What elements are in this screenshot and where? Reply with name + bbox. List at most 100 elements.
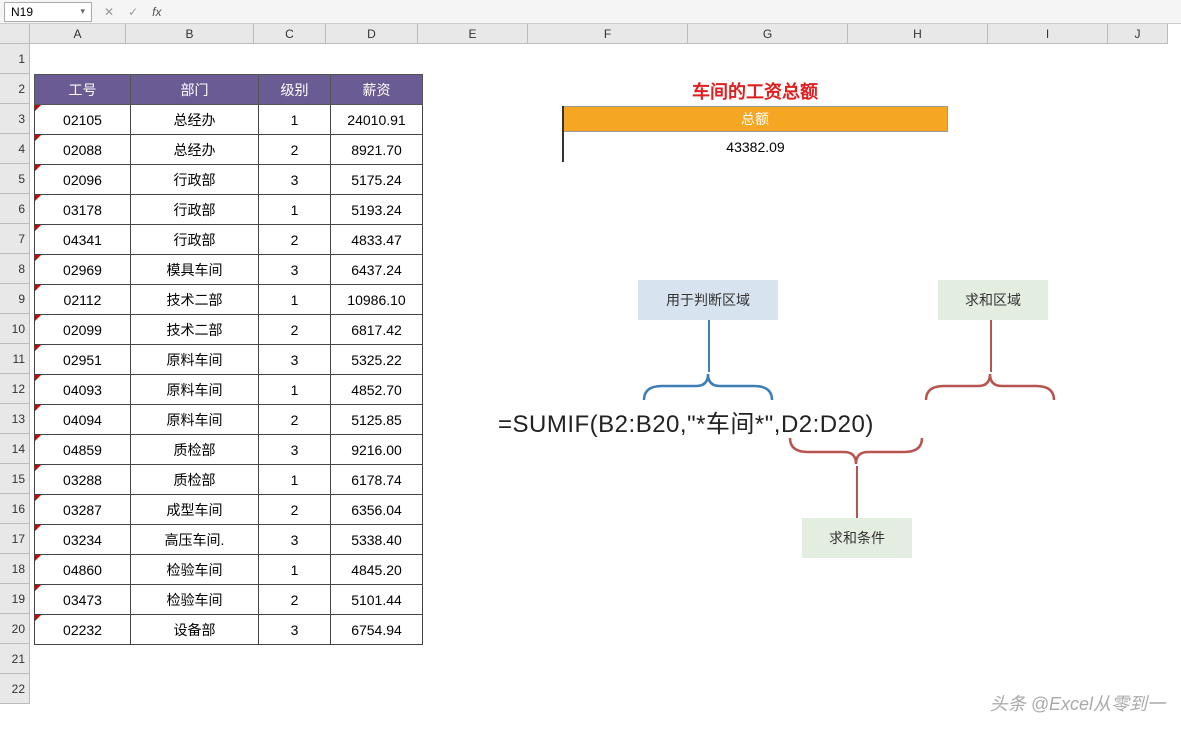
- column-header-H[interactable]: H: [848, 24, 988, 44]
- row-header-8[interactable]: 8: [0, 254, 30, 284]
- table-cell[interactable]: 2: [259, 315, 331, 345]
- row-header-4[interactable]: 4: [0, 134, 30, 164]
- table-cell[interactable]: 总经办: [131, 105, 259, 135]
- table-cell[interactable]: 6356.04: [331, 495, 423, 525]
- table-cell[interactable]: 技术二部: [131, 285, 259, 315]
- table-cell[interactable]: 3: [259, 525, 331, 555]
- table-cell[interactable]: 02088: [35, 135, 131, 165]
- name-box[interactable]: N19 ▾: [4, 2, 92, 22]
- table-cell[interactable]: 2: [259, 225, 331, 255]
- row-header-19[interactable]: 19: [0, 584, 30, 614]
- table-cell[interactable]: 02951: [35, 345, 131, 375]
- table-cell[interactable]: 02969: [35, 255, 131, 285]
- table-cell[interactable]: 原料车间: [131, 405, 259, 435]
- table-cell[interactable]: 高压车间.: [131, 525, 259, 555]
- table-cell[interactable]: 04093: [35, 375, 131, 405]
- table-cell[interactable]: 质检部: [131, 435, 259, 465]
- table-cell[interactable]: 检验车间: [131, 585, 259, 615]
- row-header-18[interactable]: 18: [0, 554, 30, 584]
- row-header-21[interactable]: 21: [0, 644, 30, 674]
- table-cell[interactable]: 03234: [35, 525, 131, 555]
- table-cell[interactable]: 1: [259, 465, 331, 495]
- table-cell[interactable]: 03473: [35, 585, 131, 615]
- row-header-16[interactable]: 16: [0, 494, 30, 524]
- table-cell[interactable]: 技术二部: [131, 315, 259, 345]
- row-header-3[interactable]: 3: [0, 104, 30, 134]
- table-cell[interactable]: 行政部: [131, 165, 259, 195]
- table-cell[interactable]: 行政部: [131, 225, 259, 255]
- confirm-icon[interactable]: ✓: [124, 5, 142, 19]
- table-cell[interactable]: 10986.10: [331, 285, 423, 315]
- table-cell[interactable]: 3: [259, 615, 331, 645]
- table-cell[interactable]: 03287: [35, 495, 131, 525]
- select-all-corner[interactable]: [0, 24, 30, 44]
- table-cell[interactable]: 3: [259, 345, 331, 375]
- column-header-I[interactable]: I: [988, 24, 1108, 44]
- table-cell[interactable]: 2: [259, 135, 331, 165]
- column-header-A[interactable]: A: [30, 24, 126, 44]
- column-header-F[interactable]: F: [528, 24, 688, 44]
- table-cell[interactable]: 6437.24: [331, 255, 423, 285]
- table-cell[interactable]: 03288: [35, 465, 131, 495]
- table-cell[interactable]: 03178: [35, 195, 131, 225]
- row-header-12[interactable]: 12: [0, 374, 30, 404]
- table-cell[interactable]: 3: [259, 165, 331, 195]
- row-header-13[interactable]: 13: [0, 404, 30, 434]
- table-cell[interactable]: 5193.24: [331, 195, 423, 225]
- cancel-icon[interactable]: ✕: [100, 5, 118, 19]
- row-header-17[interactable]: 17: [0, 524, 30, 554]
- table-cell[interactable]: 4852.70: [331, 375, 423, 405]
- table-cell[interactable]: 质检部: [131, 465, 259, 495]
- table-cell[interactable]: 8921.70: [331, 135, 423, 165]
- table-cell[interactable]: 2: [259, 405, 331, 435]
- table-cell[interactable]: 04341: [35, 225, 131, 255]
- row-header-2[interactable]: 2: [0, 74, 30, 104]
- table-cell[interactable]: 1: [259, 285, 331, 315]
- table-cell[interactable]: 02112: [35, 285, 131, 315]
- table-cell[interactable]: 检验车间: [131, 555, 259, 585]
- row-header-10[interactable]: 10: [0, 314, 30, 344]
- row-header-20[interactable]: 20: [0, 614, 30, 644]
- table-cell[interactable]: 5338.40: [331, 525, 423, 555]
- table-cell[interactable]: 2: [259, 495, 331, 525]
- table-cell[interactable]: 5175.24: [331, 165, 423, 195]
- row-header-6[interactable]: 6: [0, 194, 30, 224]
- table-cell[interactable]: 24010.91: [331, 105, 423, 135]
- table-cell[interactable]: 6178.74: [331, 465, 423, 495]
- table-cell[interactable]: 总经办: [131, 135, 259, 165]
- table-cell[interactable]: 5101.44: [331, 585, 423, 615]
- table-cell[interactable]: 02096: [35, 165, 131, 195]
- table-cell[interactable]: 3: [259, 255, 331, 285]
- row-header-5[interactable]: 5: [0, 164, 30, 194]
- name-box-dropdown-icon[interactable]: ▾: [80, 6, 85, 17]
- table-cell[interactable]: 设备部: [131, 615, 259, 645]
- column-header-D[interactable]: D: [326, 24, 418, 44]
- table-cell[interactable]: 9216.00: [331, 435, 423, 465]
- table-cell[interactable]: 4845.20: [331, 555, 423, 585]
- table-cell[interactable]: 5125.85: [331, 405, 423, 435]
- table-cell[interactable]: 02099: [35, 315, 131, 345]
- column-header-C[interactable]: C: [254, 24, 326, 44]
- table-cell[interactable]: 4833.47: [331, 225, 423, 255]
- column-header-E[interactable]: E: [418, 24, 528, 44]
- row-header-22[interactable]: 22: [0, 674, 30, 704]
- table-cell[interactable]: 1: [259, 555, 331, 585]
- row-header-11[interactable]: 11: [0, 344, 30, 374]
- table-cell[interactable]: 04094: [35, 405, 131, 435]
- table-cell[interactable]: 5325.22: [331, 345, 423, 375]
- row-header-9[interactable]: 9: [0, 284, 30, 314]
- column-header-J[interactable]: J: [1108, 24, 1168, 44]
- table-cell[interactable]: 6817.42: [331, 315, 423, 345]
- table-cell[interactable]: 04859: [35, 435, 131, 465]
- table-cell[interactable]: 1: [259, 105, 331, 135]
- table-cell[interactable]: 1: [259, 375, 331, 405]
- column-header-B[interactable]: B: [126, 24, 254, 44]
- table-cell[interactable]: 模具车间: [131, 255, 259, 285]
- table-cell[interactable]: 2: [259, 585, 331, 615]
- table-cell[interactable]: 成型车间: [131, 495, 259, 525]
- table-cell[interactable]: 3: [259, 435, 331, 465]
- grid-area[interactable]: 工号部门级别薪资 02105总经办124010.9102088总经办28921.…: [30, 44, 1181, 704]
- table-cell[interactable]: 原料车间: [131, 375, 259, 405]
- table-cell[interactable]: 6754.94: [331, 615, 423, 645]
- row-header-14[interactable]: 14: [0, 434, 30, 464]
